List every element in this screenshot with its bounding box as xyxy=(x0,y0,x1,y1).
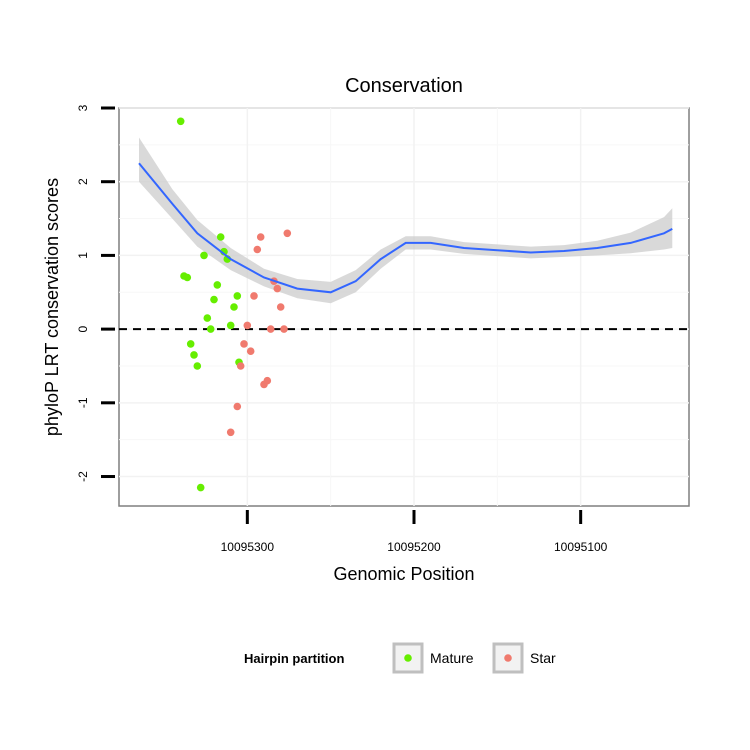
y-axis-title: phyloP LRT conservation scores xyxy=(42,178,62,436)
point-star xyxy=(263,376,272,385)
point-mature xyxy=(226,321,235,330)
point-star xyxy=(246,347,255,356)
chart-title: Conservation xyxy=(345,75,463,97)
point-mature xyxy=(230,303,238,311)
plot-panel xyxy=(118,107,690,507)
point-mature xyxy=(200,251,208,260)
y-tick-label: 2 xyxy=(76,178,90,185)
point-star xyxy=(240,340,248,348)
point-mature xyxy=(186,340,195,348)
point-star xyxy=(253,245,262,254)
point-star xyxy=(283,229,292,238)
point-star xyxy=(250,292,258,300)
legend-label: Mature xyxy=(430,650,474,666)
x-tick-label: 10095200 xyxy=(387,540,441,554)
point-mature xyxy=(210,295,218,304)
point-mature xyxy=(203,314,212,322)
y-tick-label: 3 xyxy=(76,104,90,111)
point-mature xyxy=(193,362,202,370)
smooth-line xyxy=(138,162,673,294)
grid xyxy=(119,107,689,506)
x-tick-label: 10095300 xyxy=(221,540,275,554)
point-mature xyxy=(216,233,225,241)
legend-key-swatch xyxy=(404,654,412,662)
axes: -2 -1 0 1 2 3 10095300 10095200 10095100 xyxy=(76,104,608,554)
data-points xyxy=(176,117,292,492)
legend-key-swatch xyxy=(504,654,512,662)
y-tick-label: 1 xyxy=(76,252,90,259)
legend-title: Hairpin partition xyxy=(244,651,344,666)
point-star xyxy=(243,321,252,330)
legend: Hairpin partition Mature Star xyxy=(244,642,556,674)
point-mature xyxy=(183,273,192,282)
point-mature xyxy=(176,117,185,126)
point-mature xyxy=(196,483,205,492)
y-tick-label: 0 xyxy=(76,325,90,332)
point-star xyxy=(233,402,242,411)
point-star xyxy=(276,303,285,311)
point-star xyxy=(236,362,245,370)
x-axis-title: Genomic Position xyxy=(333,564,474,584)
y-tick-label: -2 xyxy=(76,471,90,482)
point-star xyxy=(226,428,235,437)
point-mature xyxy=(190,351,198,359)
y-tick-label: -1 xyxy=(76,397,90,408)
point-star xyxy=(256,233,265,241)
point-star xyxy=(280,325,288,333)
point-star xyxy=(266,325,275,333)
point-mature xyxy=(206,325,215,333)
point-mature xyxy=(213,281,222,289)
legend-label: Star xyxy=(530,650,556,666)
smooth-curve xyxy=(138,162,673,294)
x-tick-label: 10095100 xyxy=(554,540,608,554)
point-star xyxy=(273,284,282,293)
point-mature xyxy=(233,292,242,300)
